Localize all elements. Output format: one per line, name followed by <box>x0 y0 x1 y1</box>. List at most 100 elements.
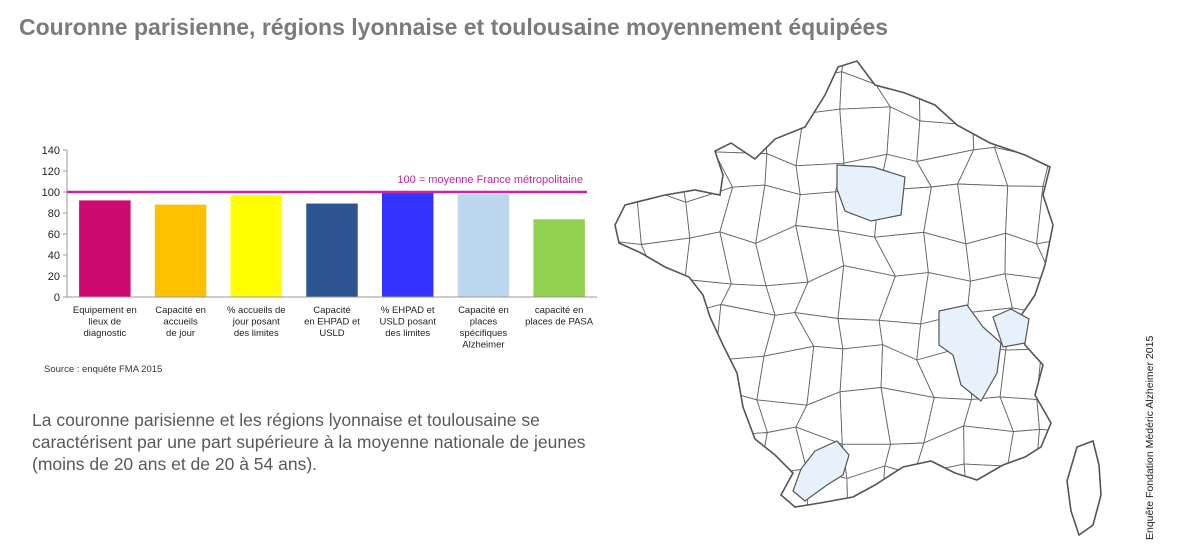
department-shape <box>1042 158 1053 194</box>
y-tick-label: 100 <box>42 187 60 199</box>
x-category-label: capacité en places de PASA <box>525 305 594 328</box>
bar <box>457 194 510 297</box>
reference-line-label: 100 = moyenne France métropolitaine <box>397 174 583 186</box>
france-outline <box>614 60 1054 508</box>
department-shape <box>1075 235 1115 286</box>
department-shape <box>642 307 682 356</box>
corsica-outline <box>1066 439 1102 537</box>
department-shape <box>717 511 756 545</box>
department-shape <box>680 343 717 394</box>
department-shape <box>1075 479 1115 516</box>
department-shape <box>926 506 970 507</box>
x-category-label: Capacité en accueils de jour <box>155 305 206 339</box>
x-category-label: Equipement en lieux de diagnostic <box>73 305 137 339</box>
department-shape <box>880 465 928 507</box>
department-shape <box>683 466 727 507</box>
department-shape <box>724 432 768 477</box>
department-shape <box>796 71 843 115</box>
department-shape <box>1077 55 1115 69</box>
x-category-label: Capacité en places spécifiques Alzheimer <box>458 305 509 351</box>
department-shape <box>615 432 647 479</box>
department-shape <box>963 425 1015 467</box>
department-shape <box>962 509 1004 545</box>
bar <box>230 195 283 297</box>
department-shape <box>1037 510 1088 545</box>
description-text: La couronne parisienne et les régions ly… <box>32 410 586 474</box>
department-shape <box>677 303 722 361</box>
department-shape <box>1035 470 1053 507</box>
department-shape <box>918 61 967 85</box>
department-shape <box>1036 348 1053 401</box>
department-shape <box>875 61 930 85</box>
department-shape <box>994 509 1051 545</box>
department-shape <box>765 61 801 82</box>
department-shape <box>1085 162 1116 200</box>
region-lyon <box>938 304 1002 402</box>
department-shape <box>913 463 970 507</box>
department-shape <box>1085 193 1116 239</box>
department-shape <box>1075 272 1115 316</box>
y-tick-label: 60 <box>48 229 60 241</box>
department-shape <box>615 69 650 119</box>
source-note: Source : enquête FMA 2015 <box>44 364 163 375</box>
department-shape <box>615 348 644 406</box>
department-shape <box>763 70 805 123</box>
department-shape <box>677 68 725 116</box>
department-shape <box>615 306 650 356</box>
department-shape <box>615 112 650 161</box>
bar <box>154 204 207 297</box>
department-shape <box>1006 72 1052 124</box>
bar <box>79 200 131 297</box>
region-toulouse <box>792 440 850 502</box>
department-shape <box>615 464 654 507</box>
y-tick-label: 120 <box>42 166 60 178</box>
department-shape <box>1035 428 1053 480</box>
y-tick-label: 140 <box>42 145 60 157</box>
france-map <box>614 55 1116 546</box>
department-shape <box>1075 391 1115 445</box>
department-shape <box>715 61 768 72</box>
department-shape <box>615 61 650 77</box>
department-borders <box>615 55 1116 546</box>
x-category-label: Capacité en EHPAD et USLD <box>304 305 360 339</box>
department-shape <box>1036 185 1053 245</box>
y-tick-label: 0 <box>54 292 60 304</box>
department-shape <box>1086 105 1115 164</box>
department-shape <box>714 355 765 401</box>
department-shape <box>1090 308 1115 358</box>
y-tick-label: 20 <box>48 271 60 283</box>
x-category-label: % accueils de jour posant des limites <box>227 305 286 339</box>
department-shape <box>1041 312 1053 356</box>
department-shape <box>615 184 642 246</box>
department-shape <box>635 61 685 87</box>
department-shape <box>880 506 935 507</box>
department-shape <box>615 503 654 507</box>
page-title: Couronne parisienne, régions lyonnaise e… <box>19 14 889 40</box>
department-shape <box>640 237 691 281</box>
department-shape <box>1040 271 1053 317</box>
department-shape <box>683 435 727 472</box>
department-shape <box>1090 355 1115 398</box>
department-shape <box>1004 273 1053 314</box>
department-shape <box>648 272 686 317</box>
department-shape <box>648 69 696 119</box>
department-shape <box>963 68 1015 126</box>
department-shape <box>841 512 884 545</box>
department-shape <box>1050 61 1053 80</box>
department-shape <box>636 521 693 546</box>
department-shape <box>1075 432 1115 484</box>
department-shape <box>648 110 696 166</box>
bar <box>381 193 434 297</box>
highlighted-regions <box>792 164 1030 502</box>
department-shape <box>615 272 655 309</box>
bar <box>306 203 358 297</box>
department-shape <box>1077 66 1115 112</box>
department-shape <box>795 504 849 507</box>
department-shape <box>615 152 650 186</box>
department-shape <box>753 504 809 507</box>
department-shape <box>724 470 760 507</box>
department-shape <box>795 108 845 167</box>
department-shape <box>837 318 884 350</box>
department-shape <box>691 388 727 441</box>
department-shape <box>918 68 974 126</box>
